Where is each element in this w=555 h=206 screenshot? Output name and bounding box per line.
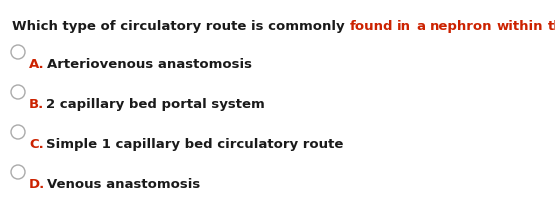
Text: B.: B.: [29, 98, 44, 111]
Text: 2 capillary bed portal system: 2 capillary bed portal system: [46, 98, 265, 111]
Text: Venous anastomosis: Venous anastomosis: [47, 178, 200, 191]
Text: within: within: [497, 20, 543, 33]
Text: Arteriovenous anastomosis: Arteriovenous anastomosis: [47, 58, 251, 71]
Text: Which type of circulatory route is commonly: Which type of circulatory route is commo…: [12, 20, 349, 33]
Text: A.: A.: [29, 58, 44, 71]
Text: Simple 1 capillary bed circulatory route: Simple 1 capillary bed circulatory route: [46, 138, 343, 151]
Text: D.: D.: [29, 178, 46, 191]
Text: a: a: [416, 20, 425, 33]
Text: nephron: nephron: [430, 20, 492, 33]
Text: C.: C.: [29, 138, 44, 151]
Text: in: in: [397, 20, 411, 33]
Text: found: found: [349, 20, 393, 33]
Text: the: the: [548, 20, 555, 33]
